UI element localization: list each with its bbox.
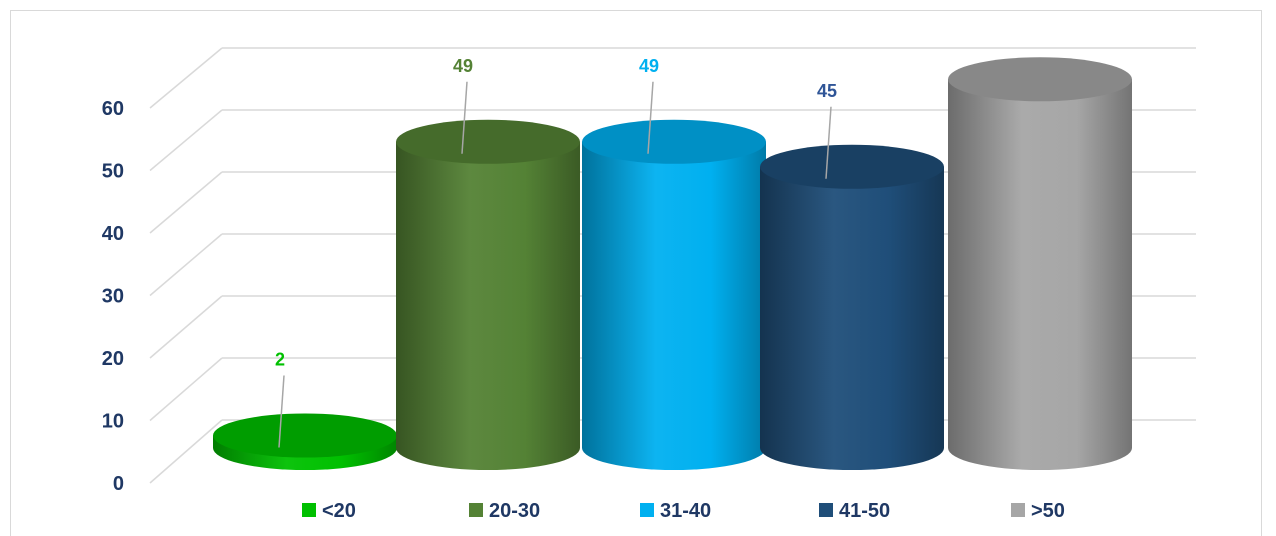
y-tick-label: 0 — [113, 473, 124, 495]
y-tick-label: 20 — [102, 348, 124, 370]
legend-label: <20 — [322, 500, 356, 522]
legend-swatch — [819, 503, 833, 517]
legend-label: >50 — [1031, 500, 1065, 522]
bar-top-cap — [582, 119, 766, 164]
y-tick-label: 30 — [102, 286, 124, 308]
bar->50 — [948, 57, 1132, 470]
data-label-31-40: 49 — [639, 56, 659, 76]
legend-item->50: >50 — [1011, 500, 1065, 522]
bar-top-cap — [948, 57, 1132, 102]
data-label-leader — [461, 81, 468, 154]
data-label-20-30: 49 — [453, 56, 473, 76]
bar-body — [582, 141, 766, 470]
legend-swatch — [1011, 503, 1025, 517]
y-tick-label: 40 — [102, 223, 124, 245]
gridline-side-40 — [149, 171, 223, 234]
data-label-<20: 2 — [275, 350, 285, 370]
bar-top-cap — [760, 144, 944, 189]
bars — [213, 57, 1132, 470]
data-label-leader — [278, 375, 285, 448]
bar-top-cap — [213, 413, 397, 458]
legend-label: 20-30 — [489, 500, 540, 522]
bar-20-30 — [396, 119, 580, 470]
data-labels: 2 49 49 45 — [275, 56, 837, 448]
y-tick-label: 50 — [102, 161, 124, 183]
legend-item-20-30: 20-30 — [469, 500, 540, 522]
gridline-side-0 — [149, 419, 223, 484]
bar-31-40 — [582, 119, 766, 470]
bar-body — [396, 141, 580, 470]
legend-item-31-40: 31-40 — [640, 500, 711, 522]
legend-swatch — [302, 503, 316, 517]
gridline-side-50 — [149, 109, 223, 172]
data-label-leader — [647, 81, 654, 154]
y-axis-ticks: 0 10 20 30 40 50 60 — [102, 98, 124, 495]
legend-label: 41-50 — [839, 500, 890, 522]
legend: <20 20-30 31-40 41-50 >50 — [302, 500, 1065, 522]
gridline-side-60 — [149, 47, 223, 109]
legend-swatch — [640, 503, 654, 517]
bar-41-50 — [760, 144, 944, 470]
bar-body — [948, 79, 1132, 470]
bar-body — [760, 166, 944, 470]
legend-item-41-50: 41-50 — [819, 500, 890, 522]
legend-swatch — [469, 503, 483, 517]
legend-label: 31-40 — [660, 500, 711, 522]
data-label-leader — [825, 106, 832, 179]
chart-frame — [10, 10, 1262, 536]
gridline-side-20 — [149, 295, 223, 359]
gridline-side-10 — [149, 357, 223, 422]
gridline-side-30 — [149, 233, 223, 297]
bar-<20 — [213, 413, 397, 470]
y-tick-label: 10 — [102, 411, 124, 433]
data-label-41-50: 45 — [817, 81, 837, 101]
y-tick-label: 60 — [102, 98, 124, 120]
legend-item-<20: <20 — [302, 500, 356, 522]
bar-top-cap — [396, 119, 580, 164]
